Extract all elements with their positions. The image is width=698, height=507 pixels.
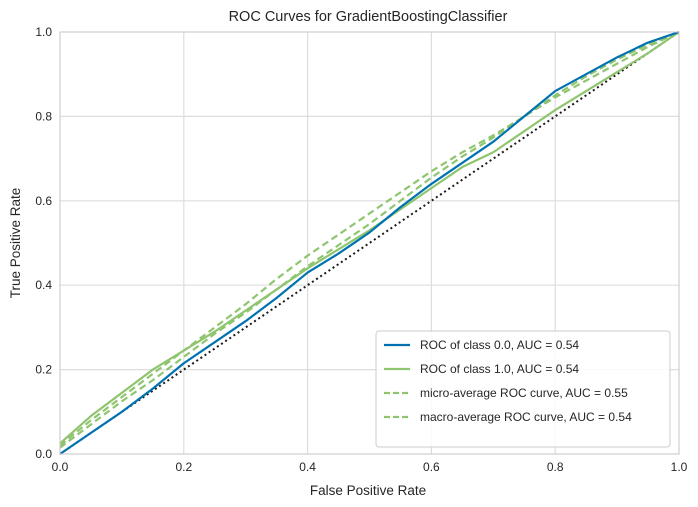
y-axis-title: True Positive Rate bbox=[8, 188, 23, 299]
roc-series-line-1 bbox=[59, 31, 680, 445]
y-tick-labels: 0.0 0.2 0.4 0.6 0.8 1.0 bbox=[35, 25, 52, 461]
x-tick-labels: 0.0 0.2 0.4 0.6 0.8 1.0 bbox=[52, 460, 688, 474]
y-tick-label: 0.6 bbox=[35, 194, 52, 208]
roc-series-line-3 bbox=[59, 30, 680, 449]
legend-box bbox=[375, 330, 671, 448]
legend-label-0: ROC of class 0.0, AUC = 0.54 bbox=[420, 338, 579, 352]
roc-series-line-2 bbox=[59, 31, 680, 447]
chart-title: ROC Curves for GradientBoostingClassifie… bbox=[229, 9, 508, 25]
roc-series-line-0 bbox=[59, 30, 680, 455]
plot-frame bbox=[59, 31, 680, 455]
x-tick-label: 0.0 bbox=[52, 460, 69, 474]
legend-label-3: macro-average ROC curve, AUC = 0.54 bbox=[420, 410, 632, 424]
x-axis-title: False Positive Rate bbox=[310, 483, 426, 498]
x-tick-label: 0.6 bbox=[423, 460, 440, 474]
y-tick-label: 0.0 bbox=[35, 447, 52, 461]
x-tick-label: 1.0 bbox=[671, 460, 688, 474]
x-tick-label: 0.4 bbox=[299, 460, 316, 474]
legend: ROC of class 0.0, AUC = 0.54 ROC of class… bbox=[375, 330, 671, 448]
y-tick-label: 0.2 bbox=[35, 363, 52, 377]
legend-label-1: ROC of class 1.0, AUC = 0.54 bbox=[420, 362, 579, 376]
y-tick-label: 0.8 bbox=[35, 109, 52, 123]
x-tick-label: 0.2 bbox=[175, 460, 192, 474]
y-tick-label: 0.4 bbox=[35, 278, 52, 292]
x-tick-label: 0.8 bbox=[547, 460, 564, 474]
y-tick-label: 1.0 bbox=[35, 25, 52, 39]
roc-curves bbox=[59, 30, 680, 455]
legend-label-2: micro-average ROC curve, AUC = 0.55 bbox=[420, 386, 628, 400]
